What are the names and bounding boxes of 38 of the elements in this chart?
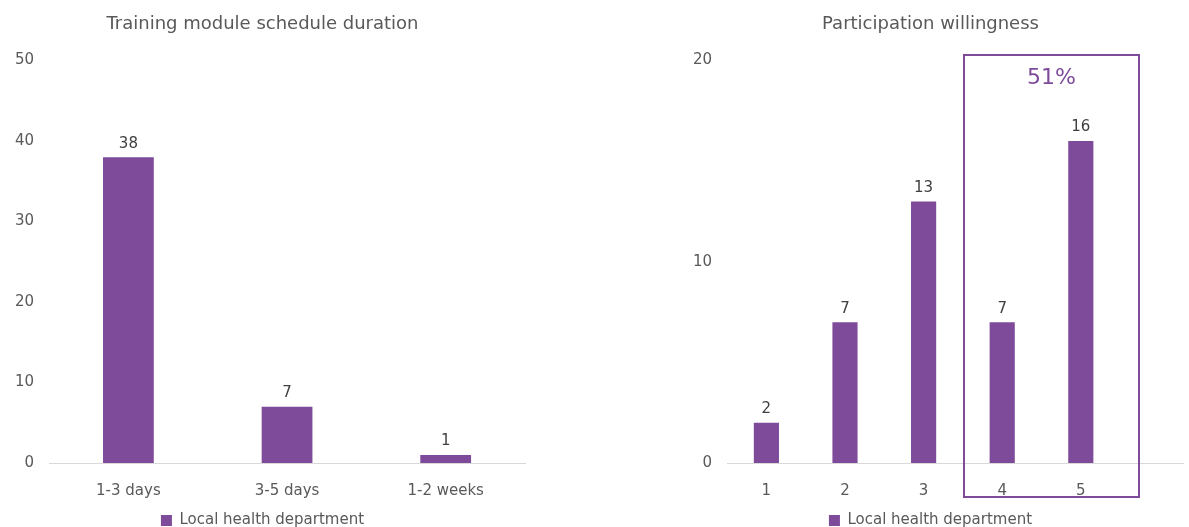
data-label: 16 (1071, 117, 1091, 136)
bar (989, 322, 1015, 463)
bar (832, 322, 858, 463)
y-tick-label: 0 (702, 452, 713, 471)
y-tick-label: 20 (692, 50, 713, 69)
chart-title: Training module schedule duration (105, 12, 419, 34)
bar (103, 157, 154, 463)
bar (261, 406, 313, 463)
x-tick-label: 1-2 weeks (407, 480, 485, 499)
annotation: 51% (1026, 64, 1076, 90)
bar (911, 201, 937, 463)
data-label: 2 (761, 399, 772, 418)
bar (753, 422, 779, 463)
x-tick-label: 1-3 days (96, 480, 161, 499)
x-tick-label: 5 (1076, 480, 1086, 499)
bar (1068, 141, 1094, 463)
x-tick-label: 4 (997, 480, 1007, 499)
y-tick-label: 0 (24, 452, 35, 471)
data-label: 7 (997, 298, 1007, 317)
data-label: 13 (914, 177, 934, 196)
data-label: 1 (440, 431, 451, 450)
chart-title: Participation willingness (822, 12, 1039, 34)
y-tick-label: 10 (692, 251, 713, 270)
bar (420, 454, 472, 463)
y-tick-label: 10 (14, 372, 35, 391)
data-label: 7 (282, 383, 292, 402)
y-tick-label: 50 (14, 50, 35, 69)
y-tick-label: 30 (14, 211, 35, 230)
y-tick-label: 20 (14, 291, 35, 310)
legend-label: Local health department (179, 510, 365, 527)
y-tick-label: 40 (14, 130, 35, 149)
x-tick-label: 2 (840, 480, 850, 499)
x-tick-label: 3 (918, 480, 929, 499)
x-tick-label: 3-5 days (254, 480, 320, 499)
legend-label: Local health department (847, 510, 1033, 527)
x-tick-label: 1 (761, 480, 772, 499)
data-label: 38 (118, 133, 138, 152)
data-label: 7 (840, 298, 850, 317)
